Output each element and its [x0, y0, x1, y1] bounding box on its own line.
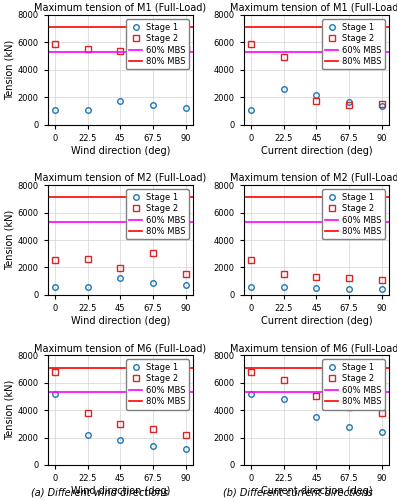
X-axis label: Wind direction (deg): Wind direction (deg): [71, 486, 170, 496]
Legend: Stage 1, Stage 2, 60% MBS, 80% MBS: Stage 1, Stage 2, 60% MBS, 80% MBS: [322, 190, 385, 240]
Legend: Stage 1, Stage 2, 60% MBS, 80% MBS: Stage 1, Stage 2, 60% MBS, 80% MBS: [126, 19, 189, 70]
Title: Maximum tension of M1 (Full-Load): Maximum tension of M1 (Full-Load): [34, 3, 206, 13]
X-axis label: Wind direction (deg): Wind direction (deg): [71, 146, 170, 156]
Text: (b) Different current directions: (b) Different current directions: [223, 488, 373, 498]
Legend: Stage 1, Stage 2, 60% MBS, 80% MBS: Stage 1, Stage 2, 60% MBS, 80% MBS: [126, 190, 189, 240]
X-axis label: Current direction (deg): Current direction (deg): [260, 316, 372, 326]
Title: Maximum tension of M6 (Full-Load): Maximum tension of M6 (Full-Load): [230, 343, 397, 353]
Y-axis label: Tension (kN): Tension (kN): [5, 40, 15, 100]
Title: Maximum tension of M2 (Full-Load): Maximum tension of M2 (Full-Load): [34, 173, 206, 183]
Text: (a) Different wind directions: (a) Different wind directions: [31, 488, 168, 498]
Y-axis label: Tension (kN): Tension (kN): [5, 380, 15, 440]
Title: Maximum tension of M2 (Full-Load): Maximum tension of M2 (Full-Load): [230, 173, 397, 183]
Legend: Stage 1, Stage 2, 60% MBS, 80% MBS: Stage 1, Stage 2, 60% MBS, 80% MBS: [126, 360, 189, 410]
X-axis label: Current direction (deg): Current direction (deg): [260, 486, 372, 496]
Title: Maximum tension of M1 (Full-Load): Maximum tension of M1 (Full-Load): [230, 3, 397, 13]
Title: Maximum tension of M6 (Full-Load): Maximum tension of M6 (Full-Load): [34, 343, 206, 353]
X-axis label: Wind direction (deg): Wind direction (deg): [71, 316, 170, 326]
X-axis label: Current direction (deg): Current direction (deg): [260, 146, 372, 156]
Legend: Stage 1, Stage 2, 60% MBS, 80% MBS: Stage 1, Stage 2, 60% MBS, 80% MBS: [322, 360, 385, 410]
Legend: Stage 1, Stage 2, 60% MBS, 80% MBS: Stage 1, Stage 2, 60% MBS, 80% MBS: [322, 19, 385, 70]
Y-axis label: Tension (kN): Tension (kN): [5, 210, 15, 270]
